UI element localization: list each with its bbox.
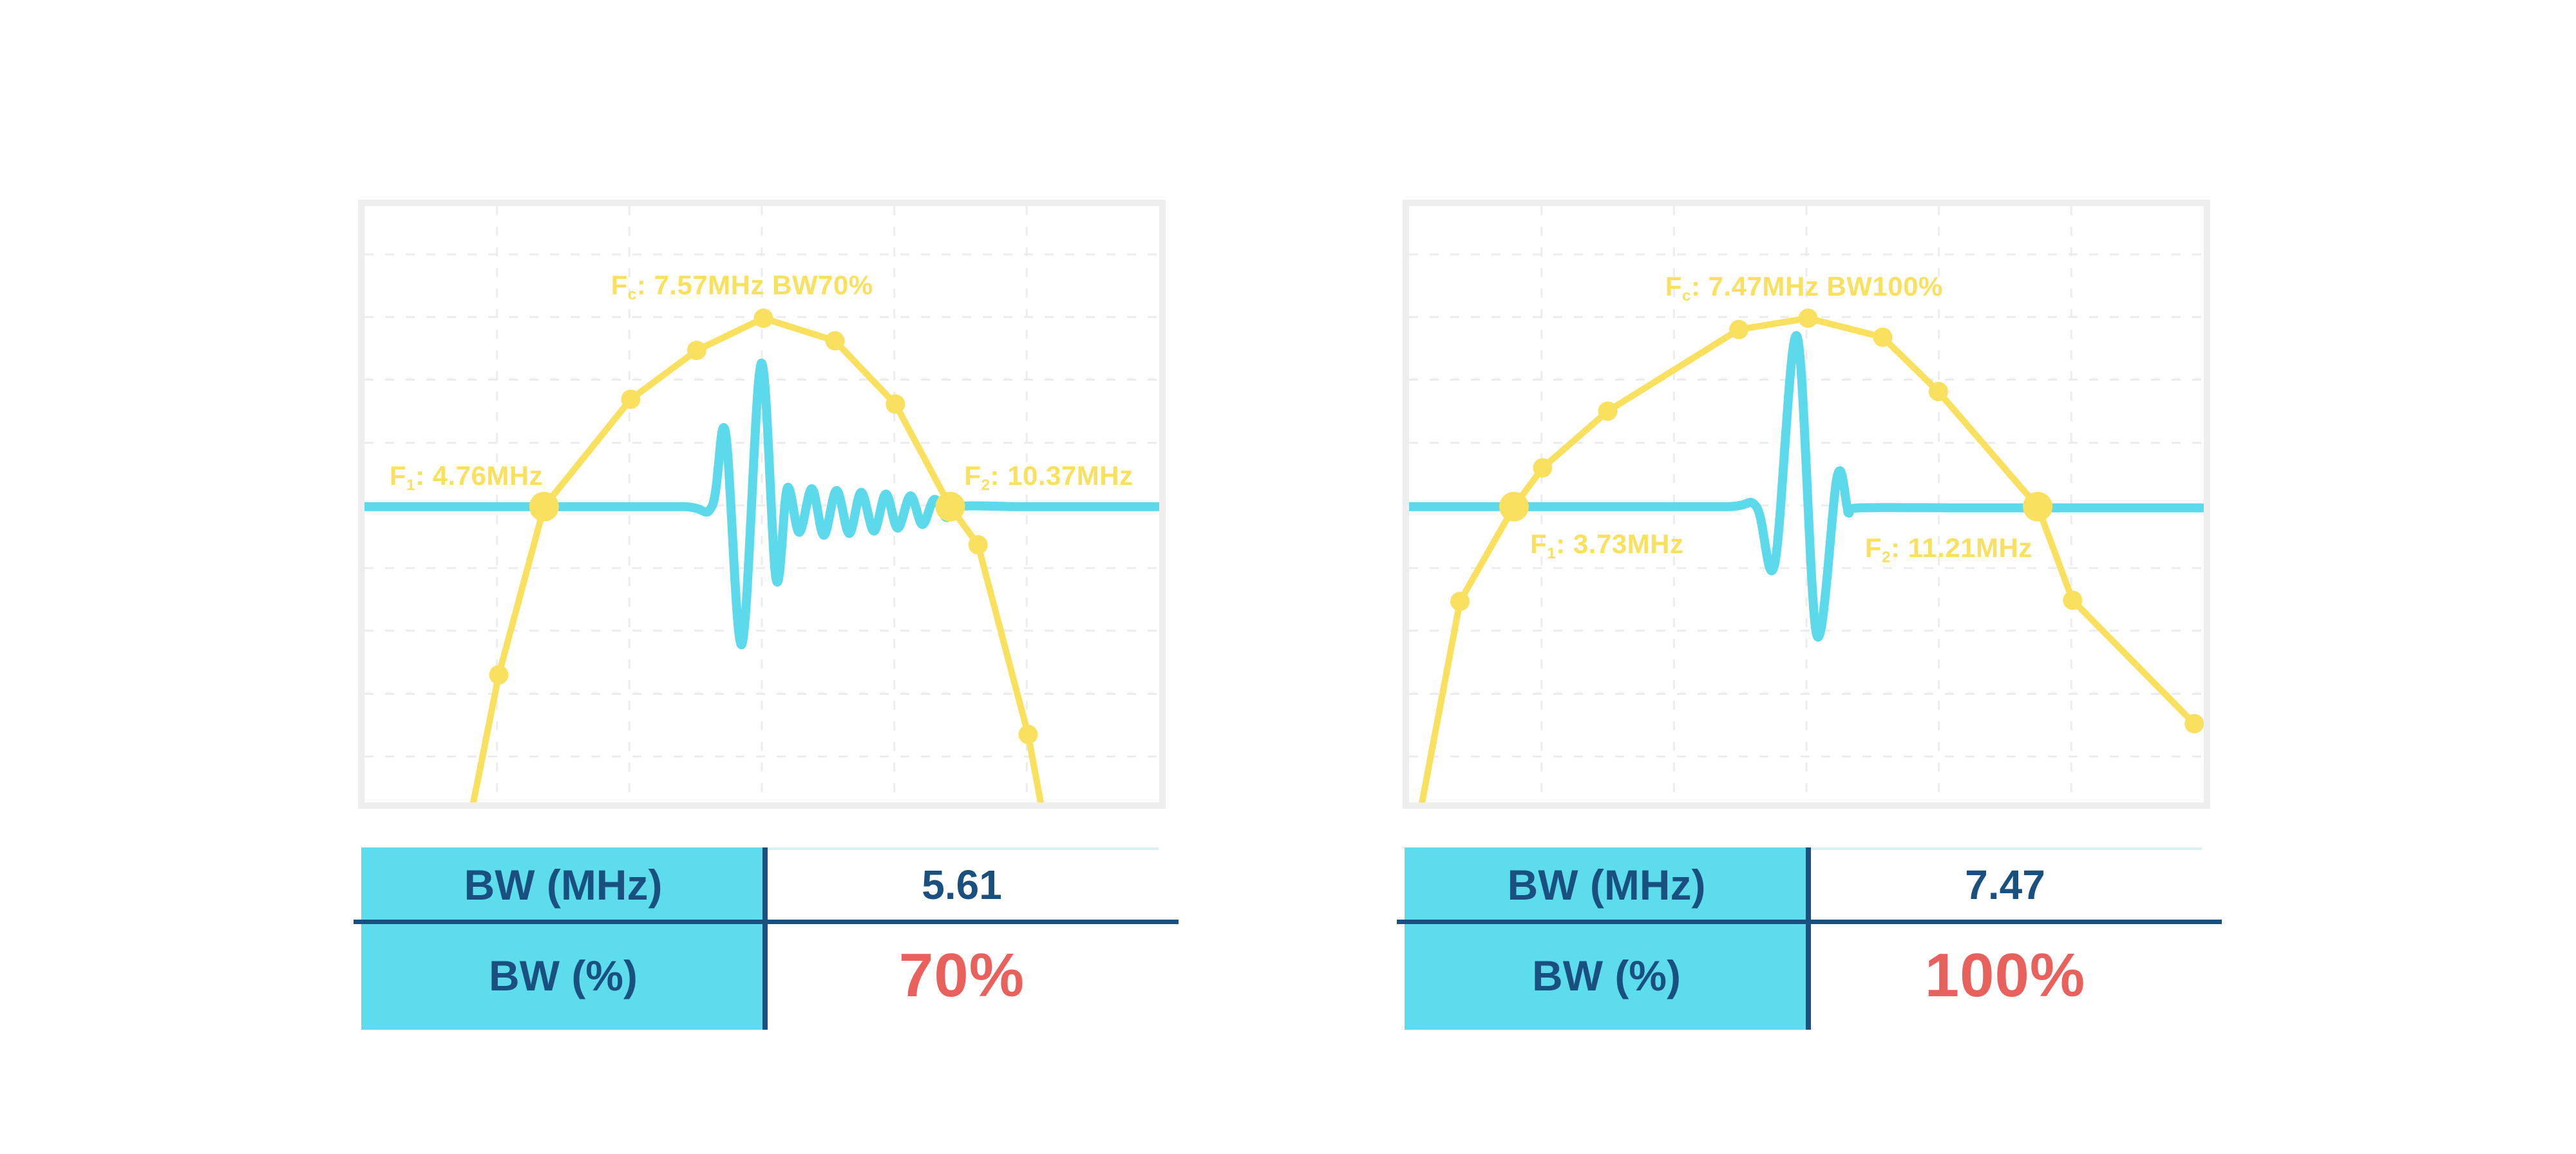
fc-subscript: c [1681,287,1692,305]
f1-prefix: F [1530,529,1548,560]
f1-subscript: 1 [1547,545,1557,563]
fc-prefix: F [611,270,628,301]
fc-text: : 7.57MHz BW70% [636,270,873,301]
bw-mhz-value: 7.47 [1965,861,2045,908]
f1-annotation-right: F1: 3.73MHz [1530,529,1684,563]
f1-prefix: F [389,460,406,491]
f2-annotation-right: F2: 11.21MHz [1864,532,2032,566]
fc-subscript: c [627,286,637,304]
spectrum-chart-left: Fc: 7.57MHz BW70% F1: 4.76MHz F2: 10.37M… [358,200,1166,809]
fc-annotation-left: Fc: 7.57MHz BW70% [611,270,873,304]
spectrum-plot-left [365,206,1159,802]
bw-pct-label: BW (%) [361,922,765,1030]
spectrum-plot-right [1409,206,2204,802]
table-topline [1808,847,2202,850]
f2-text: : 11.21MHz [1891,532,2032,563]
fc-prefix: F [1665,271,1682,301]
f2-subscript: 2 [981,476,990,494]
f1-annotation-left: F1: 4.76MHz [389,460,544,494]
table-row: BW (%) 70% [361,922,1159,1030]
bw-table-right: BW (MHz) 7.47 BW (%) 100% [1397,847,2222,1030]
bw-mhz-label: BW (MHz) [1405,847,1808,922]
bw-pct-value: 70% [898,941,1025,1010]
f2-prefix: F [964,460,981,491]
table-row: BW (%) 100% [1405,922,2202,1030]
table-column-divider [762,847,768,1030]
fc-text: : 7.47MHz BW100% [1691,271,1943,301]
fc-annotation-right: Fc: 7.47MHz BW100% [1665,271,1943,305]
f2-annotation-left: F2: 10.37MHz [964,460,1133,494]
f2-prefix: F [1864,532,1882,563]
spectrum-chart-right: Fc: 7.47MHz BW100% F1: 3.73MHz F2: 11.21… [1403,200,2210,809]
table-column-divider [1806,847,1811,1030]
bw-table-left: BW (MHz) 5.61 BW (%) 70% [354,847,1179,1030]
f1-text: : 4.76MHz [415,460,544,491]
table-row: BW (MHz) 7.47 [1405,847,2202,922]
f2-text: : 10.37MHz [990,460,1133,491]
f1-subscript: 1 [406,476,415,494]
f2-subscript: 2 [1882,548,1891,566]
f1-text: : 3.73MHz [1556,529,1684,560]
bw-mhz-value: 5.61 [922,861,1002,908]
bw-pct-label: BW (%) [1405,922,1808,1030]
table-topline [765,847,1159,850]
bw-mhz-label: BW (MHz) [361,847,765,922]
table-row: BW (MHz) 5.61 [361,847,1159,922]
bw-pct-value: 100% [1924,941,2086,1010]
